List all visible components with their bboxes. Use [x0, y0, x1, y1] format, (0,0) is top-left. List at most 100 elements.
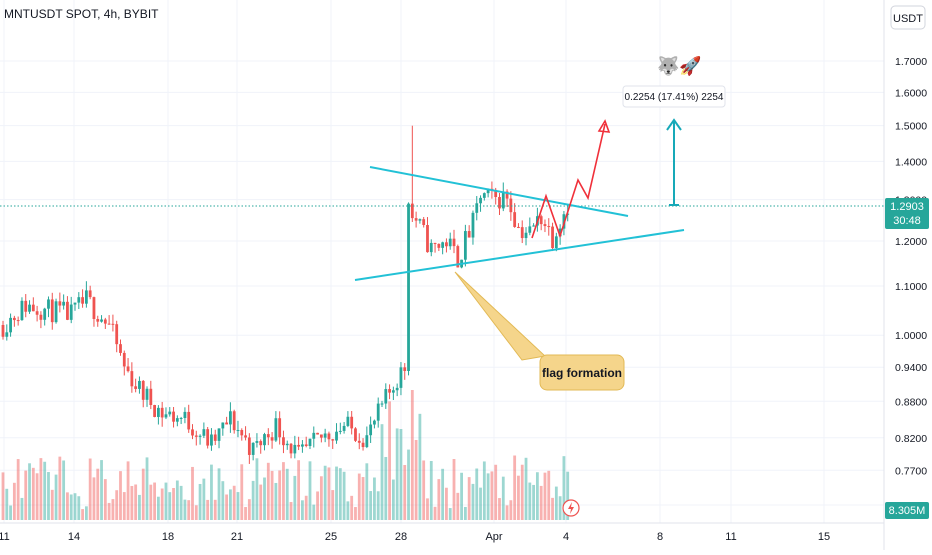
- volume-bar: [388, 401, 391, 520]
- candle-body: [28, 304, 31, 312]
- volume-bar: [551, 497, 554, 520]
- volume-bar: [365, 463, 369, 520]
- volume-bar: [69, 494, 73, 520]
- volume-bar: [5, 488, 9, 520]
- last-price-value: 1.2903: [890, 201, 924, 213]
- volume-bar: [410, 390, 414, 520]
- volume-bar: [156, 496, 160, 520]
- candle-body: [354, 428, 357, 441]
- time-tick-label: 11: [0, 531, 10, 543]
- measure-arrowhead: [666, 118, 682, 131]
- flag-formation-callout[interactable]: flag formation: [454, 271, 625, 391]
- volume-bar: [244, 507, 247, 520]
- volume-bar: [323, 465, 327, 520]
- volume-bar: [130, 485, 134, 520]
- candle-body: [103, 319, 107, 324]
- candle-body: [119, 344, 122, 353]
- candle-body: [437, 243, 441, 248]
- candle-body: [433, 242, 437, 244]
- volume-bar: [357, 473, 361, 520]
- volume-bar: [115, 490, 119, 520]
- candle-body: [35, 311, 39, 315]
- volume-bar: [20, 497, 24, 520]
- volume-bar: [554, 486, 558, 520]
- upper-trendline[interactable]: [369, 166, 629, 217]
- volume-bar: [24, 470, 28, 520]
- volume-bar: [168, 492, 172, 520]
- candle-body: [183, 411, 187, 418]
- candle-body: [145, 388, 149, 400]
- volume-bar: [103, 479, 107, 520]
- volume-bar: [47, 472, 50, 520]
- candle-body: [156, 407, 160, 417]
- candle-body: [92, 297, 96, 319]
- volume-bar: [122, 492, 126, 520]
- volume-bar: [111, 499, 115, 520]
- volume-bars: [1, 390, 570, 520]
- volume-bar: [138, 494, 141, 520]
- volume-bar: [88, 458, 92, 520]
- lower-trendline[interactable]: [354, 229, 685, 281]
- volume-bar: [206, 499, 210, 520]
- candle-body: [168, 411, 172, 415]
- volume-bar: [54, 474, 58, 520]
- volume-bar: [520, 464, 524, 520]
- volume-bar: [1, 472, 5, 520]
- candle-body: [422, 219, 426, 226]
- candle-body: [244, 435, 247, 438]
- volume-bar: [73, 493, 77, 520]
- volume-bar: [509, 500, 513, 520]
- candle-body: [312, 432, 316, 439]
- volume-bar: [331, 490, 335, 520]
- candle-body: [475, 203, 479, 213]
- volume-bar: [179, 485, 183, 520]
- currency-button[interactable]: USDT: [890, 5, 926, 30]
- volume-bar: [535, 472, 539, 520]
- volume-bar: [240, 464, 244, 520]
- volume-bar: [141, 468, 145, 520]
- candle-body: [134, 386, 138, 389]
- time-axis[interactable]: 11 14 18 21 25 28 Apr 4 8 11 15: [0, 531, 830, 543]
- volume-bar: [221, 481, 225, 520]
- volume-bar: [236, 492, 240, 520]
- volume-bar: [528, 482, 532, 520]
- candle-body: [365, 435, 369, 448]
- volume-bar: [28, 463, 31, 520]
- candle-body: [278, 418, 282, 438]
- volume-bar: [9, 505, 12, 520]
- volume-bar: [266, 462, 270, 520]
- candle-body: [501, 191, 505, 209]
- measure-label: 0.2254 (17.41%) 2254: [622, 85, 726, 108]
- volume-bar: [107, 502, 111, 520]
- volume-bar: [414, 439, 418, 520]
- volume-bar: [289, 502, 293, 520]
- price-axis[interactable]: 1.70001.60001.50001.40001.30001.20001.10…: [895, 56, 927, 512]
- volume-bar: [494, 464, 498, 520]
- candle-body: [486, 188, 490, 194]
- candle-body: [388, 389, 391, 393]
- projection-zigzag[interactable]: [531, 123, 606, 239]
- volume-bar: [96, 468, 100, 520]
- volume-bar: [255, 458, 259, 520]
- lightning-icon[interactable]: [562, 499, 580, 517]
- volume-bar: [301, 500, 304, 520]
- countdown-value: 30:48: [893, 215, 921, 227]
- candle-body: [58, 301, 62, 306]
- candle-body: [539, 216, 543, 225]
- volume-bar: [16, 459, 20, 520]
- volume-bar: [422, 460, 426, 520]
- candle-body: [50, 299, 54, 323]
- volume-bar: [562, 456, 566, 520]
- time-tick-label: 25: [325, 531, 337, 543]
- volume-bar: [369, 491, 373, 520]
- candle-body: [229, 411, 232, 425]
- volume-value: 8.305M: [889, 505, 926, 517]
- volume-bar: [251, 480, 255, 520]
- price-tick-label: 0.8200: [895, 433, 927, 445]
- volume-bar: [354, 507, 357, 520]
- volume-bar: [225, 494, 229, 520]
- time-tick-label: 14: [68, 531, 80, 543]
- volume-bar: [232, 485, 236, 520]
